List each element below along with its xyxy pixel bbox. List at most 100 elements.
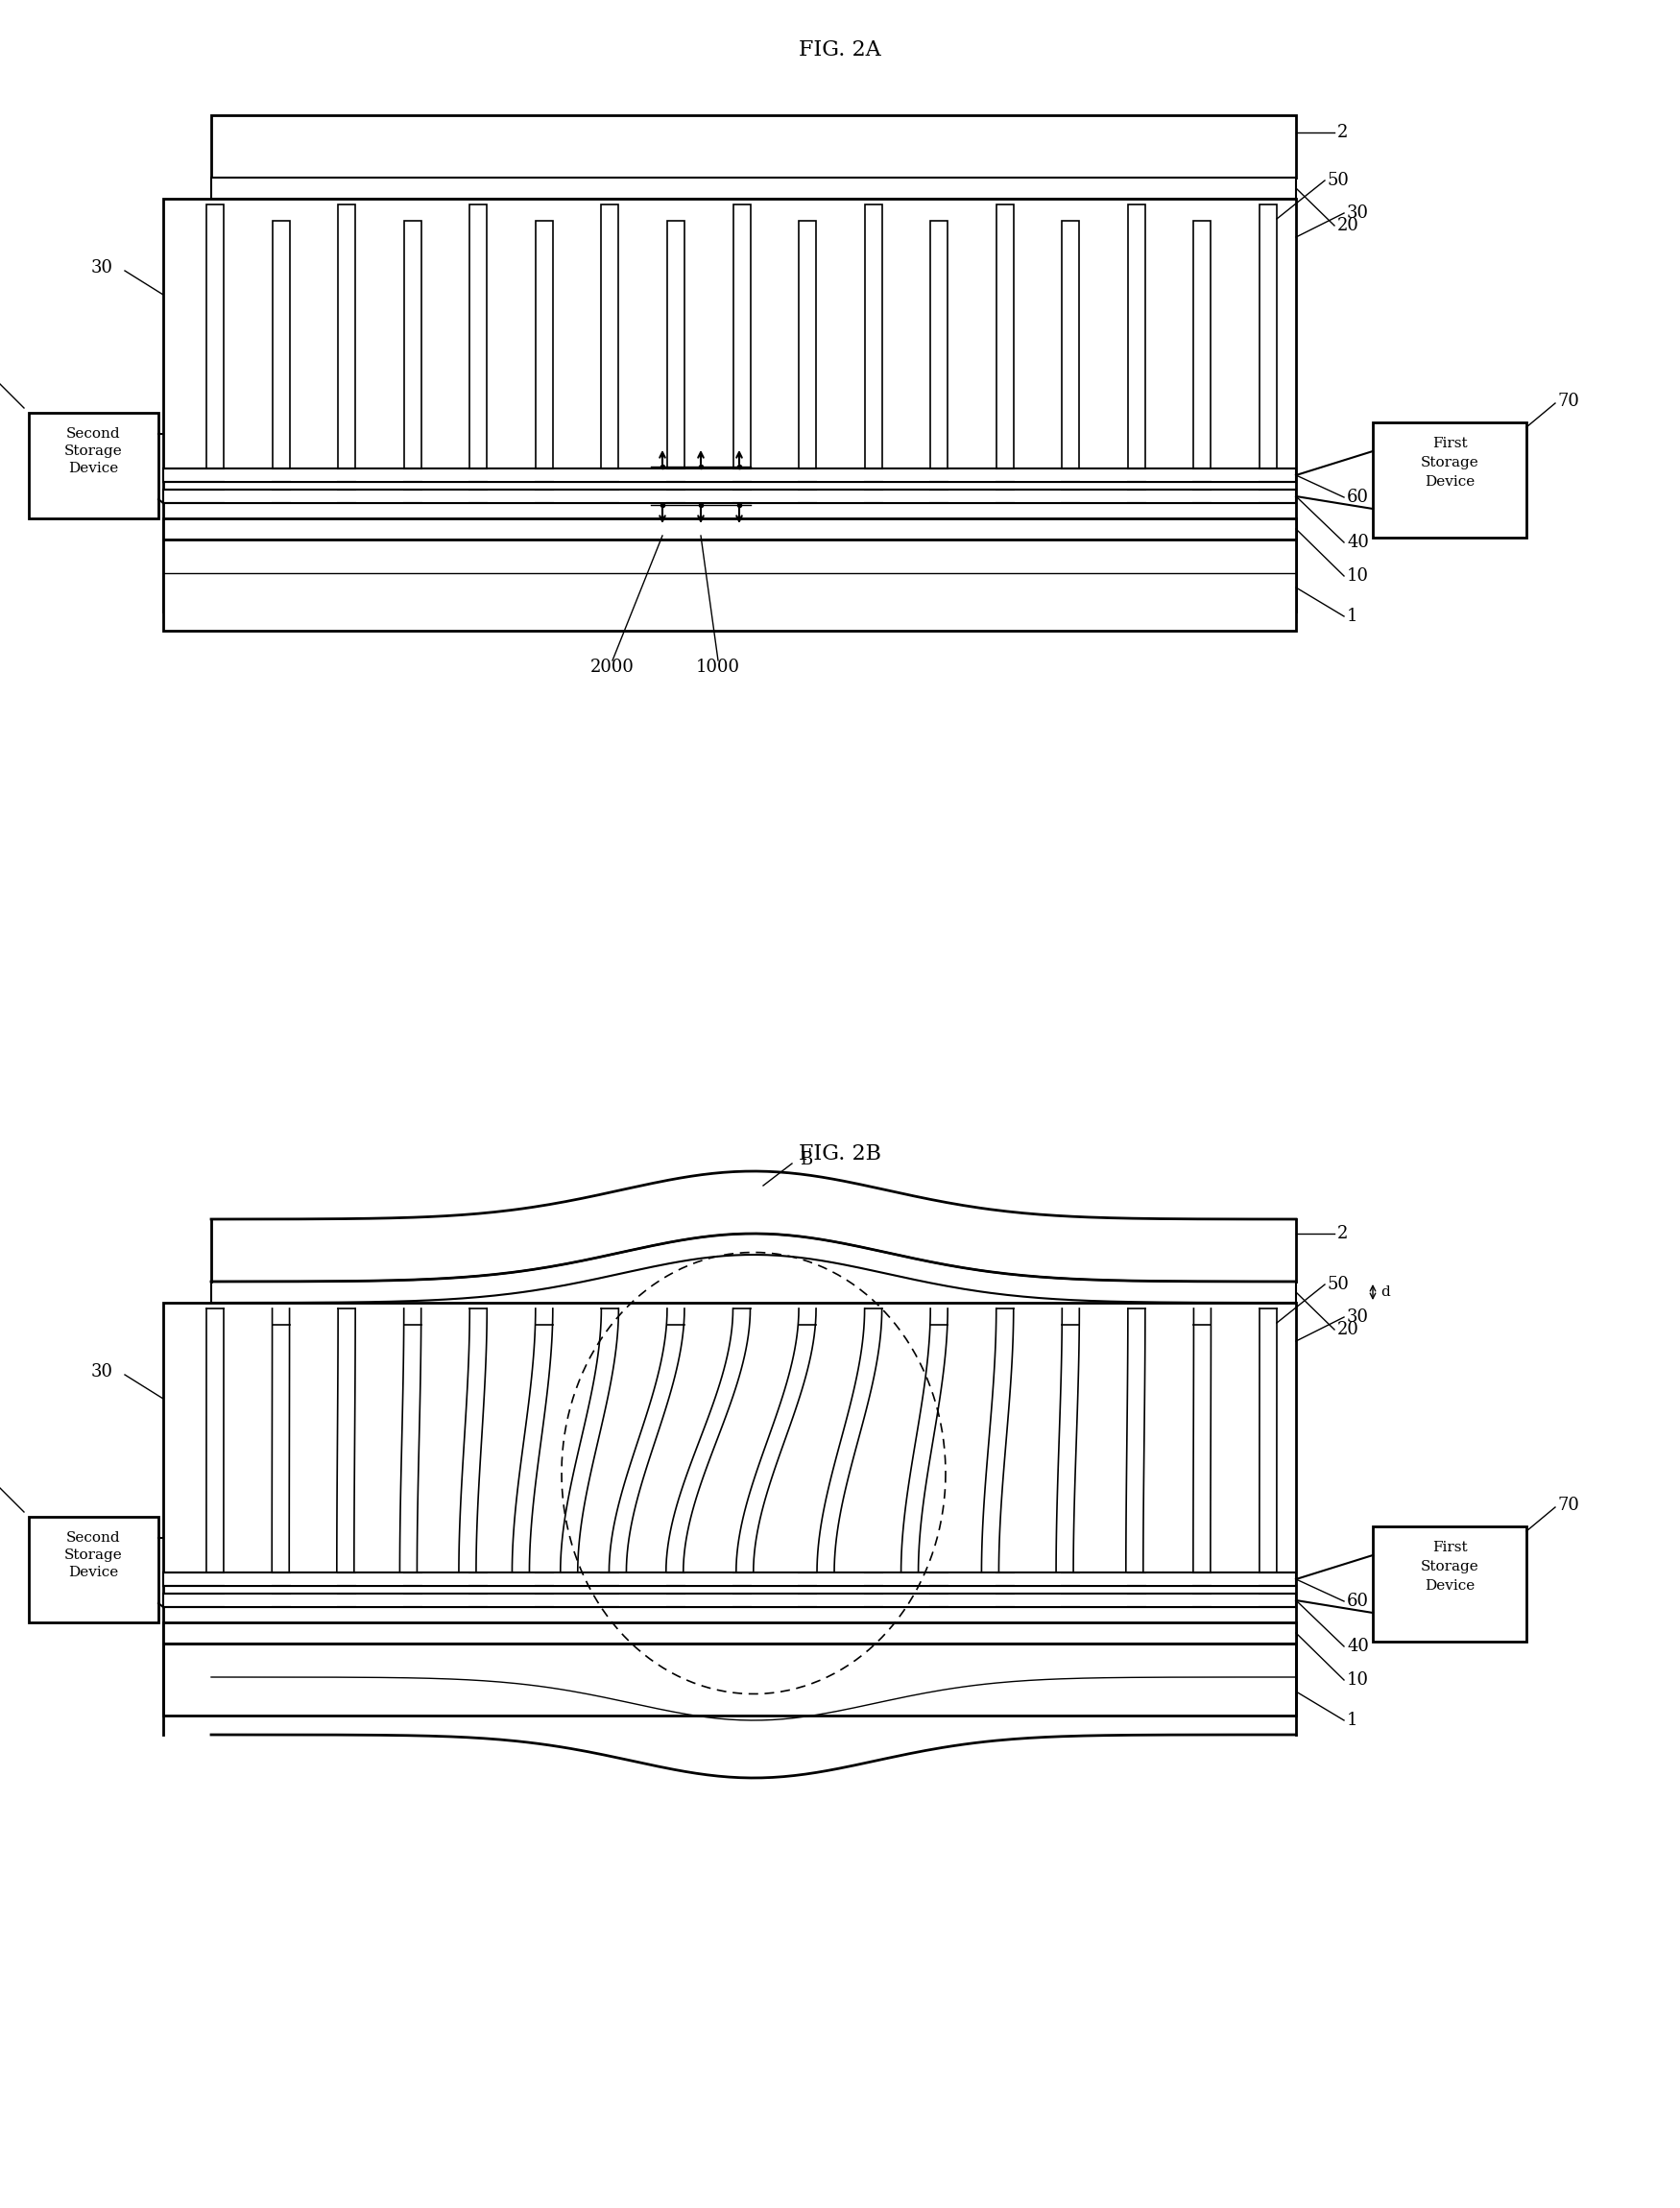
Bar — [487, 470, 534, 481]
Bar — [356, 490, 403, 501]
Text: 20: 20 — [1337, 216, 1359, 234]
Text: 60: 60 — [1347, 488, 1369, 506]
Bar — [1373, 422, 1527, 537]
Bar — [422, 470, 469, 481]
Bar — [685, 490, 732, 501]
Bar — [816, 1574, 864, 1585]
Bar — [1015, 1594, 1062, 1605]
Text: Device: Device — [69, 1565, 119, 1579]
Bar — [1146, 1594, 1193, 1605]
Bar — [356, 1574, 403, 1585]
Text: FIG. 2A: FIG. 2A — [800, 40, 880, 60]
Text: d: d — [1381, 1285, 1389, 1298]
Bar — [1015, 490, 1062, 501]
Bar — [620, 490, 667, 501]
Bar — [1080, 490, 1127, 501]
Bar — [685, 1594, 732, 1605]
Text: 40: 40 — [1347, 1638, 1369, 1656]
Bar — [1211, 470, 1258, 481]
Bar — [291, 490, 338, 501]
Text: 30: 30 — [91, 1362, 113, 1380]
Text: 1: 1 — [1347, 1711, 1357, 1729]
Text: Storage: Storage — [1421, 1561, 1478, 1574]
Bar — [949, 1574, 995, 1585]
Bar — [816, 470, 864, 481]
Bar — [29, 413, 158, 519]
Text: Storage: Storage — [64, 444, 123, 457]
Bar — [884, 1594, 929, 1605]
Bar — [291, 1594, 338, 1605]
Bar — [29, 1517, 158, 1623]
Bar — [1015, 470, 1062, 481]
Bar — [225, 490, 270, 501]
Text: 70: 70 — [1557, 1497, 1581, 1515]
Text: 30: 30 — [91, 258, 113, 276]
Bar — [949, 490, 995, 501]
Bar — [601, 205, 618, 468]
Bar — [487, 1574, 534, 1585]
Bar — [732, 205, 751, 468]
Bar — [470, 205, 487, 468]
Text: 30: 30 — [1347, 205, 1369, 221]
Bar — [207, 205, 223, 468]
Text: 1: 1 — [1347, 607, 1357, 625]
Bar — [487, 490, 534, 501]
Bar — [163, 468, 1295, 481]
Bar — [1127, 205, 1146, 468]
Bar — [1146, 1574, 1193, 1585]
Text: 30: 30 — [1347, 1309, 1369, 1325]
Bar — [212, 177, 1295, 199]
Bar — [751, 470, 798, 481]
Bar — [225, 470, 270, 481]
Bar — [225, 1574, 270, 1585]
Bar — [1080, 1594, 1127, 1605]
Bar — [884, 490, 929, 501]
Text: Storage: Storage — [64, 1548, 123, 1561]
Bar — [798, 221, 816, 468]
Bar — [163, 1594, 1295, 1607]
Bar — [685, 470, 732, 481]
Bar — [422, 1574, 469, 1585]
Text: FIG. 2B: FIG. 2B — [798, 1144, 882, 1164]
Bar — [163, 1303, 1295, 1716]
Bar — [291, 470, 338, 481]
Bar — [338, 205, 356, 468]
Bar — [884, 1574, 929, 1585]
Bar — [1211, 490, 1258, 501]
Text: Second: Second — [67, 426, 121, 442]
Bar — [1080, 470, 1127, 481]
Bar — [291, 1574, 338, 1585]
Bar — [1146, 490, 1193, 501]
Text: 50: 50 — [1327, 1276, 1349, 1294]
Bar — [163, 539, 1295, 631]
Text: 70: 70 — [1557, 393, 1581, 411]
Bar — [1373, 1526, 1527, 1641]
Bar — [163, 519, 1295, 539]
Text: 60: 60 — [1347, 1592, 1369, 1610]
Text: 40: 40 — [1347, 534, 1369, 552]
Text: Device: Device — [1425, 1579, 1475, 1592]
Bar — [620, 1594, 667, 1605]
Bar — [272, 221, 289, 468]
Text: 1000: 1000 — [696, 658, 741, 676]
Bar — [163, 1623, 1295, 1643]
Text: Storage: Storage — [1421, 457, 1478, 470]
Text: 50: 50 — [1327, 172, 1349, 190]
Bar — [751, 1594, 798, 1605]
Bar — [403, 221, 422, 468]
Text: 10: 10 — [1347, 1671, 1369, 1689]
Bar — [884, 470, 929, 481]
Bar — [1015, 1574, 1062, 1585]
Bar — [163, 490, 1295, 503]
Text: 10: 10 — [1347, 567, 1369, 585]
Bar — [996, 205, 1013, 468]
Bar — [487, 1594, 534, 1605]
Bar — [1211, 1574, 1258, 1585]
Bar — [1211, 1594, 1258, 1605]
Bar — [1080, 1574, 1127, 1585]
Bar — [1146, 470, 1193, 481]
Bar — [356, 1594, 403, 1605]
Bar — [949, 470, 995, 481]
Bar — [816, 1594, 864, 1605]
Text: 20: 20 — [1337, 1320, 1359, 1338]
